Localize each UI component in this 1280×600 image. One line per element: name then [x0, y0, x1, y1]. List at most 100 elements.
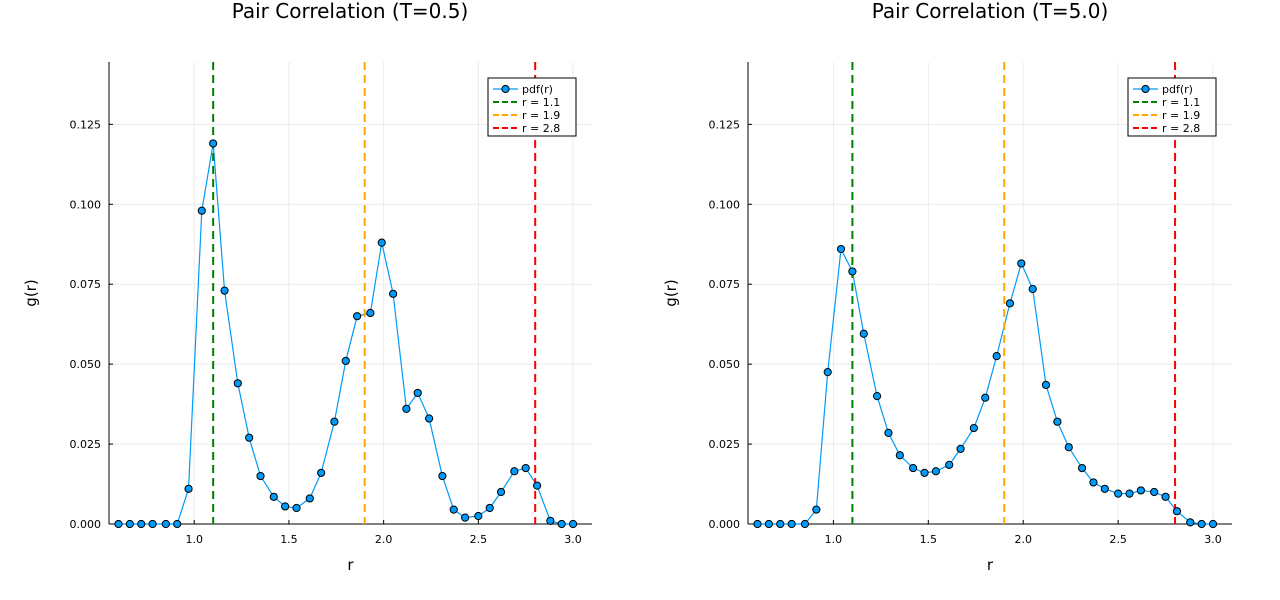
- data-point: [269, 492, 278, 501]
- data-point: [859, 329, 868, 338]
- data-point: [884, 428, 893, 437]
- data-point: [1197, 519, 1206, 529]
- x-tick-label: 1.5: [920, 533, 938, 546]
- data-point: [366, 308, 375, 318]
- data-point: [402, 404, 411, 413]
- chart-panel-2: 1.0 1.5 2.0 2.5 3.0 0.000 0.025 0.050 0.075 0.100…: [662, 0, 1232, 574]
- data-point: [1136, 486, 1145, 495]
- y-axis-title: g(r): [662, 279, 680, 306]
- x-tick-label: 2.0: [375, 533, 393, 546]
- data-point: [1208, 519, 1218, 529]
- x-tick-label: 2.5: [470, 533, 488, 546]
- data-point: [992, 352, 1001, 361]
- data-point: [1041, 380, 1051, 390]
- data-point: [981, 393, 990, 402]
- y-tick-label: 0.025: [70, 438, 102, 451]
- data-point: [812, 505, 821, 514]
- data-point: [848, 267, 857, 276]
- data-point: [568, 519, 578, 529]
- data-point: [474, 511, 483, 521]
- data-point: [764, 519, 773, 529]
- legend-label: pdf(r): [1162, 83, 1193, 96]
- data-point: [1017, 259, 1026, 268]
- data-point: [317, 468, 326, 477]
- data-point: [920, 468, 929, 477]
- data-point: [787, 519, 796, 529]
- data-point: [305, 494, 314, 503]
- legend: pdf(r)r = 1.1r = 1.9r = 2.8: [1127, 77, 1217, 137]
- y-tick-label: 0.075: [70, 278, 102, 291]
- data-point: [148, 519, 157, 529]
- chart-title: Pair Correlation (T=5.0): [872, 0, 1109, 23]
- data-point: [956, 444, 965, 453]
- data-point: [823, 368, 832, 377]
- legend-label: r = 2.8: [522, 122, 560, 135]
- data-point: [161, 519, 170, 529]
- data-point: [1125, 489, 1134, 498]
- x-tick-label: 3.0: [1204, 533, 1222, 546]
- legend-label: r = 1.9: [1162, 109, 1200, 122]
- data-point: [872, 392, 882, 401]
- data-point: [389, 289, 398, 298]
- data-point: [1064, 443, 1073, 452]
- data-point: [425, 414, 434, 423]
- x-tick-label: 1.0: [185, 533, 203, 546]
- legend-label: r = 1.1: [522, 96, 560, 109]
- data-point: [496, 487, 506, 497]
- data-point: [931, 467, 941, 476]
- data-point: [1150, 487, 1159, 497]
- chart-title: Pair Correlation (T=0.5): [232, 0, 469, 23]
- x-axis-title: r: [987, 556, 994, 574]
- data-point: [546, 516, 555, 525]
- x-tick-label: 2.5: [1109, 533, 1127, 546]
- data-point: [245, 433, 254, 442]
- y-axis-title: g(r): [22, 279, 40, 306]
- data-point: [173, 519, 182, 529]
- data-point: [114, 519, 123, 529]
- data-point: [521, 463, 530, 473]
- data-point: [197, 206, 206, 215]
- y-tick-label: 0.000: [709, 518, 741, 531]
- data-point: [137, 519, 146, 529]
- y-tick-label: 0.075: [709, 278, 741, 291]
- data-point: [1172, 507, 1182, 516]
- data-point: [256, 471, 265, 481]
- data-point: [532, 481, 542, 490]
- y-tick-label: 0.025: [709, 438, 741, 451]
- x-tick-label: 1.5: [280, 533, 298, 546]
- data-point: [220, 286, 229, 295]
- data-point: [1028, 284, 1037, 294]
- data-point: [125, 519, 134, 529]
- data-point: [413, 388, 422, 398]
- legend: pdf(r)r = 1.1r = 1.9r = 2.8: [487, 77, 577, 137]
- data-point: [449, 505, 458, 514]
- data-point: [292, 503, 301, 513]
- y-tick-label: 0.000: [70, 518, 102, 531]
- y-tick-label: 0.125: [709, 118, 741, 131]
- x-tick-label: 3.0: [564, 533, 582, 546]
- x-tick-label: 1.0: [825, 533, 843, 546]
- data-point: [1005, 299, 1015, 308]
- data-point: [281, 502, 290, 511]
- y-tick-label: 0.050: [709, 358, 741, 371]
- chart-panel-1: 1.0 1.5 2.0 2.5 3.0 0.000 0.025 0.050 0.075 0.100…: [22, 0, 592, 574]
- x-tick-label: 2.0: [1014, 533, 1032, 546]
- data-point: [330, 417, 339, 426]
- data-point: [1100, 484, 1109, 493]
- legend-swatch-marker: [501, 84, 510, 94]
- legend-label: pdf(r): [522, 83, 553, 96]
- data-point: [184, 484, 193, 493]
- data-point: [895, 451, 904, 460]
- data-point: [969, 423, 978, 433]
- data-point: [909, 463, 918, 473]
- data-point: [945, 460, 954, 469]
- data-point: [510, 467, 519, 476]
- data-point: [341, 356, 350, 366]
- y-tick-label: 0.125: [70, 118, 102, 131]
- data-point: [557, 519, 566, 529]
- data-point: [353, 312, 362, 321]
- data-point: [753, 519, 762, 529]
- series-line: [757, 246, 1214, 525]
